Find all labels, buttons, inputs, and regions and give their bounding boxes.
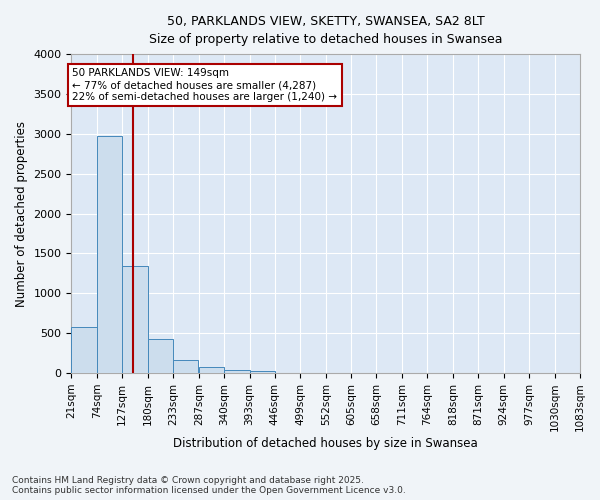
Bar (224, 370, 250, 373)
Text: Contains HM Land Registry data © Crown copyright and database right 2025.
Contai: Contains HM Land Registry data © Crown c… (12, 476, 406, 495)
Bar (250, 370, 275, 373)
Bar (199, 366, 224, 373)
Title: 50, PARKLANDS VIEW, SKETTY, SWANSEA, SA2 8LT
Size of property relative to detach: 50, PARKLANDS VIEW, SKETTY, SWANSEA, SA2… (149, 15, 502, 46)
Y-axis label: Number of detached properties: Number of detached properties (15, 120, 28, 306)
X-axis label: Distribution of detached houses by size in Swansea: Distribution of detached houses by size … (173, 437, 478, 450)
Text: 50 PARKLANDS VIEW: 149sqm
← 77% of detached houses are smaller (4,287)
22% of se: 50 PARKLANDS VIEW: 149sqm ← 77% of detac… (73, 68, 337, 102)
Bar (71, 327, 97, 373)
Bar (148, 339, 173, 373)
Bar (173, 360, 199, 373)
Bar (97, 136, 122, 373)
Bar (122, 266, 148, 373)
